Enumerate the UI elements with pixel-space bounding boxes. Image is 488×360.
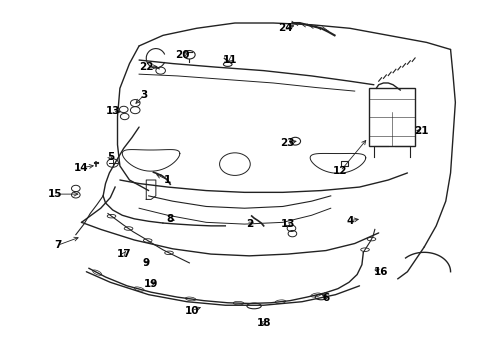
Text: 7: 7 [54,240,61,250]
Text: 6: 6 [322,293,329,303]
Text: 16: 16 [373,267,387,277]
Text: 11: 11 [223,55,237,65]
Text: 8: 8 [166,214,174,224]
Text: 17: 17 [116,249,131,259]
Text: 20: 20 [175,50,189,60]
Text: 10: 10 [184,306,199,315]
Text: 22: 22 [139,62,153,72]
Text: 13: 13 [280,219,294,229]
Text: 4: 4 [346,216,353,226]
Text: 23: 23 [280,138,294,148]
Text: 12: 12 [332,166,347,176]
Text: 9: 9 [142,258,149,268]
Text: 18: 18 [256,318,270,328]
Text: 13: 13 [105,106,120,116]
Text: 2: 2 [245,219,252,229]
Text: 21: 21 [414,126,428,136]
Text: 19: 19 [143,279,158,289]
Text: 5: 5 [106,152,114,162]
FancyBboxPatch shape [368,88,414,147]
Text: 14: 14 [74,163,89,173]
Text: 24: 24 [277,23,292,33]
Text: 1: 1 [164,175,171,185]
Text: 15: 15 [48,189,62,199]
Text: 3: 3 [140,90,147,100]
